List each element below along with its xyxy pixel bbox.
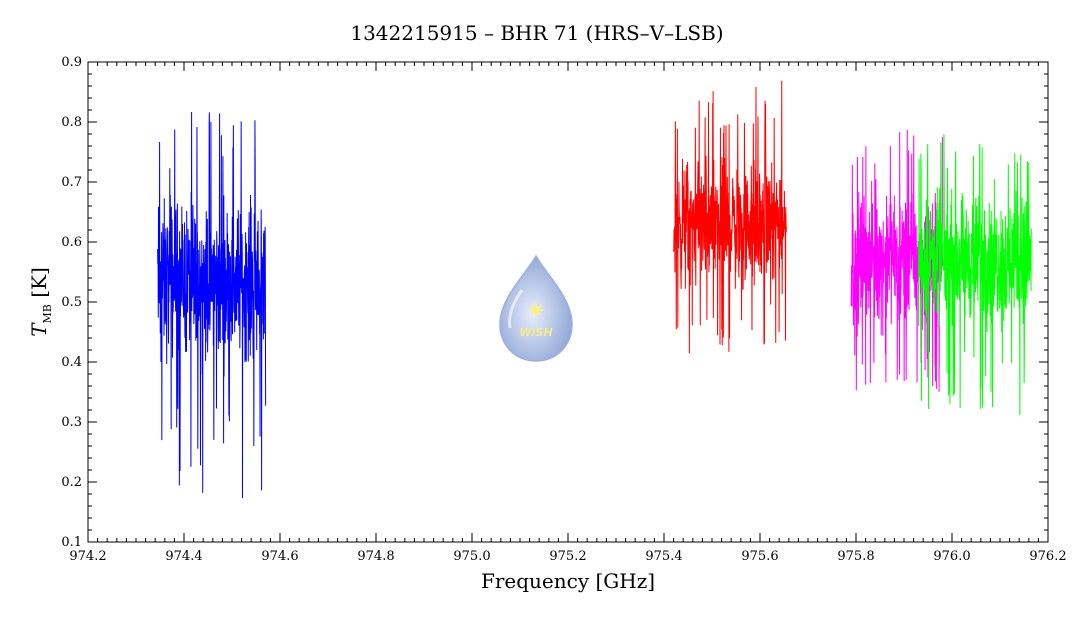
x-tick-labels: 974.2 974.4 974.6 974.8 975.0 975.2 975.4 975.6… (69, 549, 1066, 564)
watermark-text: WISH (519, 326, 552, 339)
x-tick-label: 976.2 (1029, 549, 1066, 564)
water-drop-icon (499, 254, 573, 362)
series-group (157, 80, 1032, 499)
y-tick-label: 0.3 (61, 415, 82, 430)
y-tick-label: 0.1 (61, 535, 82, 550)
spectrum-series-1 (157, 112, 267, 499)
y-tick-label: 0.5 (61, 295, 82, 310)
wish-watermark: ✷ WISH (499, 254, 573, 362)
y-axis-label: TMB [K] (27, 267, 54, 337)
y-tick-label: 0.2 (61, 475, 82, 490)
x-axis-label: Frequency [GHz] (481, 569, 655, 593)
x-tick-label: 974.2 (69, 549, 106, 564)
y-tick-label: 0.7 (61, 175, 82, 190)
y-tick-label: 0.9 (61, 55, 82, 70)
x-tick-label: 974.4 (165, 549, 202, 564)
axis-ticks (87, 61, 1049, 543)
x-tick-label: 975.6 (741, 549, 778, 564)
drop-highlight (508, 289, 524, 329)
y-tick-label: 0.4 (61, 355, 82, 370)
spectrum-series-4 (917, 134, 1032, 415)
y-tick-labels: 0.1 0.2 0.3 0.4 0.5 0.6 0.7 0.8 0.9 (61, 55, 82, 550)
chart-title: 1342215915 – BHR 71 (HRS–V–LSB) (350, 21, 723, 45)
spectrum-series-2 (673, 80, 787, 354)
x-tick-label: 975.2 (549, 549, 586, 564)
x-tick-label: 975.8 (837, 549, 874, 564)
y-tick-label: 0.6 (61, 235, 82, 250)
x-tick-label: 974.8 (357, 549, 394, 564)
star-icon: ✷ (527, 299, 545, 324)
x-tick-label: 976.0 (933, 549, 970, 564)
y-tick-label: 0.8 (61, 115, 82, 130)
x-tick-label: 975.0 (453, 549, 490, 564)
x-tick-label: 975.4 (645, 549, 682, 564)
x-tick-label: 974.6 (261, 549, 298, 564)
